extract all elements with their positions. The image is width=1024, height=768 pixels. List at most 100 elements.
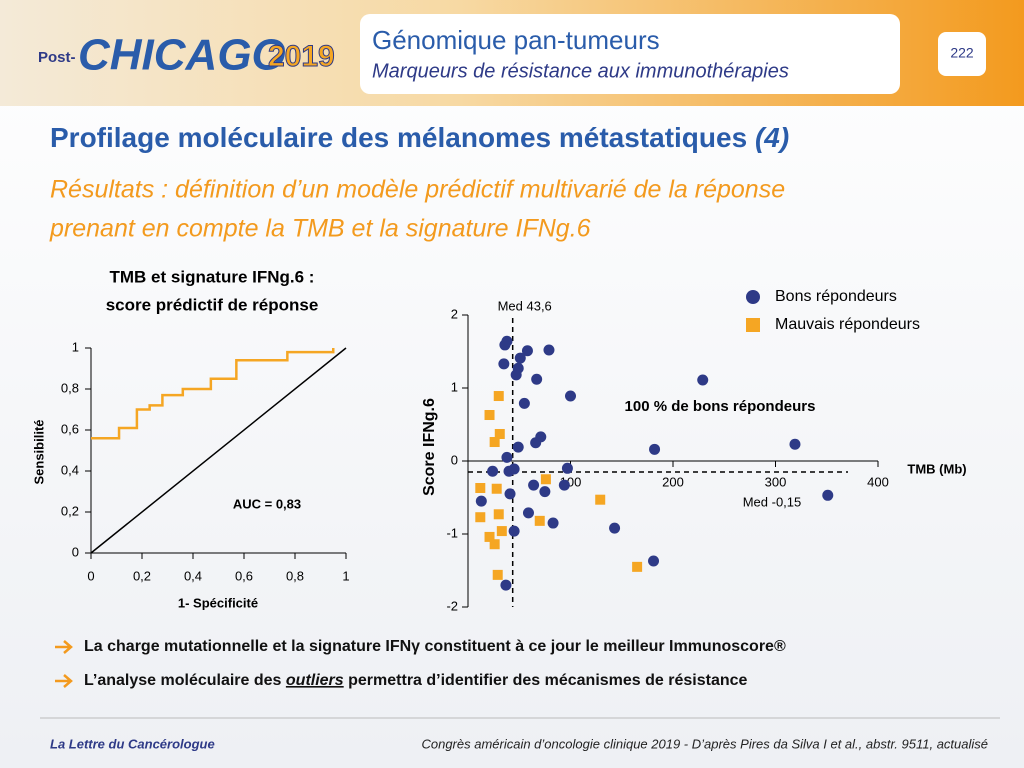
point [521, 345, 533, 357]
page-box [938, 32, 986, 76]
x-tick-label: 1 [342, 568, 349, 583]
point [547, 517, 559, 529]
x-tick-label: 0,2 [133, 568, 151, 583]
point [494, 428, 505, 439]
bullet-part: L’analyse moléculaire des [84, 672, 286, 689]
bullet: L’analyse moléculaire des outliers perme… [84, 672, 748, 689]
legend-marker [746, 318, 760, 332]
point [522, 507, 534, 519]
bullet-emphasis: outliers [286, 672, 344, 689]
point [534, 515, 545, 526]
footer-left: La Lettre du Cancérologue [50, 736, 215, 751]
point [498, 358, 510, 370]
point [510, 369, 522, 381]
logo-main: CHICAGO [78, 31, 286, 80]
point [484, 410, 495, 421]
point [697, 374, 709, 386]
median-label: Med 43,6 [498, 298, 552, 313]
x-tick-label: 0,6 [235, 568, 253, 583]
bullet-part: permettra d’identifier des mécanismes de… [344, 672, 748, 689]
point [822, 489, 834, 501]
y-tick-label: 0,8 [61, 380, 79, 395]
point [475, 495, 487, 507]
slide-title-main: Profilage moléculaire des mélanomes méta… [50, 122, 747, 153]
logo-year: 2019 [268, 40, 335, 73]
bullet-arrow [55, 640, 73, 654]
legend-label: Bons répondeurs [775, 288, 897, 305]
point [514, 352, 526, 364]
point [565, 390, 576, 402]
slide-subtitle: Résultats : définition d’un modèle prédi… [50, 176, 785, 204]
point [492, 569, 503, 580]
y-tick-label: -1 [446, 525, 458, 540]
point [475, 512, 486, 523]
y-tick-label: 2 [451, 306, 458, 321]
point [489, 539, 500, 550]
point [531, 373, 543, 385]
point [484, 531, 495, 542]
annotation: AUC = 0,83 [233, 496, 301, 511]
point [543, 344, 555, 356]
legend-marker [746, 290, 760, 304]
y-tick-label: -2 [446, 598, 458, 613]
point [528, 479, 540, 491]
y-tick-label: 0 [72, 544, 79, 559]
x-axis-label: 1- Spécificité [178, 595, 258, 610]
y-axis-label: Score IFNg.6 [421, 398, 438, 496]
slide-title-suffix: (4) [755, 122, 789, 153]
header-title: Génomique pan-tumeurs [372, 25, 660, 55]
chart-title: TMB et signature IFNg.6 : [110, 267, 315, 286]
x-tick-label: 0,8 [286, 568, 304, 583]
point [491, 483, 502, 494]
point [504, 488, 516, 500]
point [558, 479, 570, 491]
point [508, 525, 520, 537]
point [493, 391, 504, 402]
footer-right: Congrès américain d’oncologie clinique 2… [421, 736, 988, 751]
x-axis-label: TMB (Mb) [907, 461, 966, 476]
bullet-arrow [55, 674, 73, 688]
point [508, 463, 520, 475]
legend-label: Mauvais répondeurs [775, 316, 920, 333]
y-tick-label: 0,4 [61, 462, 79, 477]
y-tick-label: 1 [72, 339, 79, 354]
point [632, 561, 643, 572]
y-axis-label: Sensibilité [31, 419, 46, 484]
y-tick-label: 1 [451, 379, 458, 394]
x-tick-label: 200 [662, 474, 684, 489]
x-tick-label: 0 [87, 568, 94, 583]
point [539, 486, 551, 498]
y-tick-label: 0 [451, 452, 458, 467]
point [501, 335, 513, 347]
logo-prefix: Post- [38, 49, 76, 66]
roc-curve [91, 348, 335, 440]
x-tick-label: 300 [765, 474, 787, 489]
point [475, 483, 486, 494]
point [595, 494, 606, 505]
annotation: 100 % de bons répondeurs [625, 398, 816, 415]
slide-title: Profilage moléculaire des mélanomes méta… [50, 122, 789, 153]
y-tick-label: 0,6 [61, 421, 79, 436]
median-label: Med -0,15 [743, 494, 802, 509]
point [648, 555, 660, 567]
point [496, 526, 507, 537]
header-subtitle: Marqueurs de résistance aux immunothérap… [372, 60, 789, 82]
point [487, 465, 499, 477]
y-tick-label: 0,2 [61, 503, 79, 518]
point [501, 451, 513, 463]
point [561, 462, 573, 474]
point [518, 397, 530, 409]
point [649, 443, 661, 455]
bullet: La charge mutationnelle et la signature … [84, 638, 786, 655]
reference-diagonal [90, 347, 347, 554]
point [609, 522, 621, 534]
x-tick-label: 400 [867, 474, 889, 489]
point [512, 441, 524, 453]
point [789, 438, 801, 450]
point [489, 437, 500, 448]
point [530, 437, 542, 449]
header-box [360, 14, 900, 94]
chart-title: score prédictif de réponse [106, 295, 319, 314]
